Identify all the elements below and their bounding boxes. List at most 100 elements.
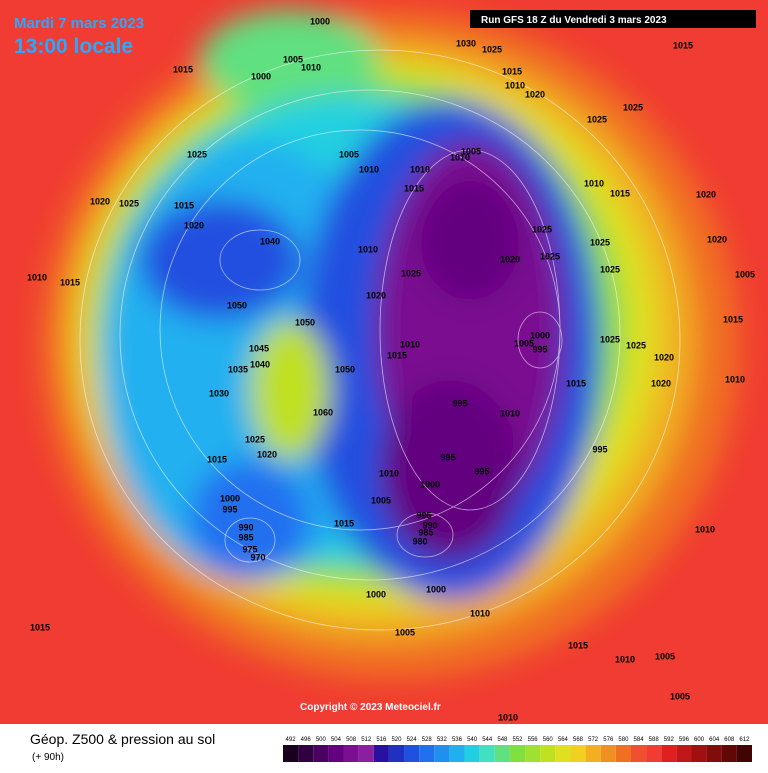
isobar-label: 1015 (387, 350, 407, 360)
colorbar-label: 500 (316, 737, 327, 743)
isobar-label: 1040 (260, 236, 280, 246)
lead-time: (+ 90h) (32, 752, 64, 763)
isobar-label: 1025 (187, 149, 207, 159)
isobar-label: 1025 (532, 224, 552, 234)
colorbar-cell (585, 745, 601, 762)
isobar-label: 1025 (626, 340, 646, 350)
isobar-label: 990 (422, 520, 437, 530)
colorbar-label: 600 (694, 737, 705, 743)
isobar-label: 1005 (514, 338, 534, 348)
isobar-label: 1045 (249, 343, 269, 353)
isobar-label: 1025 (245, 434, 265, 444)
isobar-label: 980 (412, 536, 427, 546)
colorbar-cell (509, 745, 526, 762)
isobar-label: 1025 (600, 334, 620, 344)
isobar-label: 975 (242, 544, 257, 554)
isobar-label: 1020 (696, 189, 716, 199)
isobar-label: 990 (238, 522, 253, 532)
isobar-label: 1005 (655, 651, 675, 661)
isobar-label: 1020 (184, 220, 204, 230)
isobar-label: 1020 (500, 254, 520, 264)
colorbar-cell (283, 745, 299, 762)
isobar-label: 1005 (735, 269, 755, 279)
isobar-label: 1020 (707, 234, 727, 244)
isobar-label: 1000 (426, 584, 446, 594)
isobar-label: 1015 (723, 314, 743, 324)
isobar-label: 1010 (725, 374, 745, 384)
isobar-label: 1025 (600, 264, 620, 274)
isobar-label: 1005 (371, 495, 391, 505)
colorbar-cell (661, 745, 677, 762)
colorbar-label: 532 (437, 737, 448, 743)
isobar-label: 1005 (395, 627, 415, 637)
colorbar-cell (736, 745, 752, 762)
isobar-label: 1050 (335, 364, 355, 374)
colorbar-cell (630, 745, 647, 762)
isobar-label: 995 (440, 452, 455, 462)
colorbar-label: 580 (618, 737, 629, 743)
isobar-label: 1015 (173, 64, 193, 74)
colorbar-label: 524 (407, 737, 418, 743)
isobar-label: 1010 (450, 152, 470, 162)
isobar-label: 1015 (502, 66, 522, 76)
isobar-label: 1050 (295, 317, 315, 327)
colorbar-cell (434, 745, 450, 762)
colorbar-cell (449, 745, 465, 762)
colorbar-label: 504 (331, 737, 342, 743)
colorbar-label: 564 (558, 737, 569, 743)
isobar-label: 1025 (540, 251, 560, 261)
isobar-label: 995 (474, 466, 489, 476)
isobar-label: 1010 (301, 62, 321, 72)
isobar-label: 1025 (590, 237, 610, 247)
isobar-label: 1010 (695, 524, 715, 534)
isobar-label: 1010 (379, 468, 399, 478)
colorbar-cell (388, 745, 405, 762)
colorbar-cell (646, 745, 662, 762)
colorbar-label: 556 (528, 737, 539, 743)
isobar-label: 1015 (334, 518, 354, 528)
footer-title: Géop. Z500 & pression au sol (30, 731, 215, 747)
isobar-label: 1015 (174, 200, 194, 210)
isobar-label: 1000 (251, 71, 271, 81)
isobar-label: 1010 (358, 244, 378, 254)
isobar-label: 1020 (651, 378, 671, 388)
colorbar-cell (313, 745, 329, 762)
isobar-label: 1005 (339, 149, 359, 159)
contours (79, 49, 681, 631)
colorbar-label: 604 (709, 737, 720, 743)
isobar-label: 1060 (313, 407, 333, 417)
run: Run GFS 18 Z du Vendredi 3 mars 2023 (481, 15, 667, 26)
isobar-label: 1015 (207, 454, 227, 464)
colorbar-label: 576 (603, 737, 614, 743)
run-box (470, 10, 756, 28)
colorbar-label: 568 (573, 737, 584, 743)
colorbar-label: 496 (301, 737, 312, 743)
colorbar-cell (479, 745, 495, 762)
colorbar-cell (570, 745, 586, 762)
isobar-label: 1015 (673, 40, 693, 50)
colorbar-cell (706, 745, 722, 762)
isobar-label: 1035 (228, 364, 248, 374)
isobar-label: 1000 (220, 493, 240, 503)
isobar-label: 1040 (250, 359, 270, 369)
isobar-label: 1010 (410, 164, 430, 174)
date: Mardi 7 mars 2023 (14, 15, 144, 32)
isobar-label: 1025 (623, 102, 643, 112)
colorbar-cell (555, 745, 571, 762)
isobar-label: 1030 (209, 388, 229, 398)
colorbar-label: 544 (482, 737, 493, 743)
isobar-label: 1025 (482, 44, 502, 54)
colorbar-cell (494, 745, 510, 762)
isobar-label: 1020 (257, 449, 277, 459)
colorbar-label: 516 (376, 737, 387, 743)
isobar-label: 1010 (584, 178, 604, 188)
colorbar-label: 528 (422, 737, 433, 743)
colorbar-cell (691, 745, 707, 762)
colorbar: 492 496 500 504 508 512 516 520 524 528 532 536 540 5… (283, 737, 752, 762)
isobar-label: 1010 (359, 164, 379, 174)
colorbar-cell (343, 745, 359, 762)
colorbar-cell (419, 745, 435, 762)
colorbar-cell (373, 745, 389, 762)
colorbar-label: 508 (346, 737, 357, 743)
